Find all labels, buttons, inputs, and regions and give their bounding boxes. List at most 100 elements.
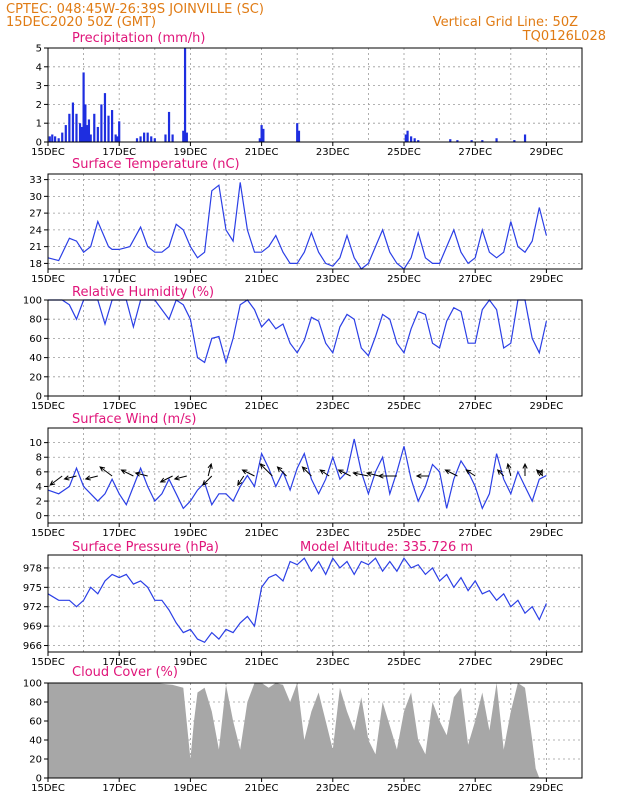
wind-vector-arrow	[276, 466, 287, 477]
y-tick-label: 60	[29, 334, 42, 345]
x-tick-label: 15DEC	[31, 783, 65, 794]
wind-vector-arrow	[496, 469, 505, 477]
precipitation-bar	[185, 132, 188, 142]
x-tick-label: 25DEC	[387, 274, 421, 285]
x-tick-label: 21DEC	[245, 274, 279, 285]
wind-vector-arrow	[159, 475, 173, 483]
x-tick-label: 15DEC	[31, 147, 65, 158]
precipitation-bar	[153, 138, 156, 142]
x-tick-label: 23DEC	[316, 401, 350, 412]
wind-vector-arrow	[241, 469, 255, 477]
x-tick-label: 25DEC	[387, 657, 421, 668]
y-tick-label: 27	[29, 209, 42, 220]
y-tick-label: 24	[29, 225, 42, 236]
wind-vector-arrow	[120, 469, 134, 477]
x-tick-label: 23DEC	[316, 657, 350, 668]
x-tick-label: 25DEC	[387, 147, 421, 158]
precipitation-bar	[78, 123, 82, 142]
precipitation-bar	[410, 136, 413, 142]
x-tick-label: 29DEC	[530, 147, 564, 158]
precipitation-bar	[470, 140, 473, 142]
series-line	[47, 557, 547, 644]
precipitation-bar	[262, 128, 265, 142]
x-tick-label: 15DEC	[31, 657, 65, 668]
x-tick-label: 27DEC	[458, 783, 492, 794]
x-tick-label: 23DEC	[316, 783, 350, 794]
precipitation-bar	[513, 140, 516, 142]
precipitation-bar	[96, 126, 99, 142]
temperature-title: Surface Temperature (nC)	[72, 157, 240, 172]
x-tick-label: 17DEC	[102, 783, 136, 794]
y-tick-label: 4	[36, 482, 42, 493]
wind-vector-arrow	[319, 469, 330, 477]
precipitation-bar	[75, 113, 78, 142]
x-tick-label: 21DEC	[245, 528, 279, 539]
x-tick-label: 15DEC	[31, 274, 65, 285]
y-tick-label: 2	[36, 497, 42, 508]
plot-frame	[47, 47, 583, 143]
wind-vector-arrow	[63, 475, 77, 481]
wind-vector-arrow	[173, 475, 187, 481]
precipitation-bar	[182, 130, 185, 142]
y-tick-label: 6	[36, 467, 42, 478]
header-left-line2: 15DEC2020 50Z (GMT)	[6, 15, 156, 30]
x-tick-label: 29DEC	[530, 274, 564, 285]
y-tick-label: 5	[36, 44, 42, 55]
precipitation-bar	[61, 132, 64, 142]
x-tick-label: 25DEC	[387, 783, 421, 794]
x-tick-label: 17DEC	[102, 274, 136, 285]
precipitation-bar	[413, 138, 416, 142]
y-tick-label: 978	[23, 563, 42, 574]
precipitation-bar	[110, 110, 114, 142]
header-left-line1: CPTEC: 048:45W-26:39S JOINVILLE (SC)	[6, 2, 264, 17]
wind-vector-arrow	[337, 469, 351, 477]
header-right-line2: TQ0126L028	[522, 29, 606, 44]
precipitation-bar	[171, 134, 174, 142]
x-tick-label: 27DEC	[458, 401, 492, 412]
x-tick-label: 27DEC	[458, 528, 492, 539]
y-tick-label: 80	[29, 315, 42, 326]
humidity-panel: Relative Humidity (%) 0 20 40 60 80 100 15DEC 1…	[23, 285, 583, 412]
precipitation-bar	[135, 138, 139, 142]
precipitation-title: Precipitation (mm/h)	[72, 31, 205, 46]
plot-frame	[47, 427, 583, 524]
wind-title: Surface Wind (m/s)	[72, 412, 196, 427]
x-tick-label: 17DEC	[102, 528, 136, 539]
y-tick-label: 80	[29, 698, 42, 709]
x-tick-label: 29DEC	[530, 401, 564, 412]
y-tick-label: 20	[29, 755, 42, 766]
precipitation-bar	[114, 134, 117, 142]
precipitation-bar	[48, 136, 51, 142]
plot-frame	[47, 682, 583, 779]
x-tick-label: 21DEC	[245, 783, 279, 794]
y-tick-label: 4	[36, 62, 42, 73]
x-tick-label: 21DEC	[245, 401, 279, 412]
precipitation-bar	[64, 125, 67, 142]
header-right-line1: Vertical Grid Line: 50Z	[433, 15, 578, 30]
precipitation-bar	[80, 126, 83, 142]
precipitation-bar	[118, 121, 121, 142]
y-tick-label: 0	[36, 511, 42, 522]
y-tick-label: 40	[29, 353, 42, 364]
x-tick-label: 29DEC	[530, 657, 564, 668]
precipitation-panel: Precipitation (mm/h) 0 1 2 3 4 5 15DEC 17DEC 19D…	[31, 31, 583, 158]
wind-vector-arrow	[522, 462, 528, 476]
x-tick-label: 15DEC	[31, 401, 65, 412]
precipitation-bar	[86, 125, 89, 142]
x-tick-label: 17DEC	[102, 401, 136, 412]
cloud-cover-area	[48, 683, 547, 778]
y-tick-label: 0	[36, 138, 42, 149]
pressure-title: Surface Pressure (hPa)	[72, 540, 219, 555]
cloud-cover-panel: Cloud Cover (%) 0 20 40 60 80 100 15DEC 17DEC 19…	[23, 665, 583, 794]
plot-frame	[47, 299, 583, 397]
y-tick-label: 40	[29, 736, 42, 747]
wind-vector-arrow	[259, 463, 273, 477]
series-line	[47, 182, 547, 270]
y-tick-label: 21	[29, 242, 42, 253]
x-tick-label: 27DEC	[458, 147, 492, 158]
wind-vector-arrow	[365, 471, 380, 477]
precipitation-bar	[116, 136, 119, 142]
precipitation-bar	[107, 115, 110, 142]
precipitation-bar	[164, 134, 167, 142]
